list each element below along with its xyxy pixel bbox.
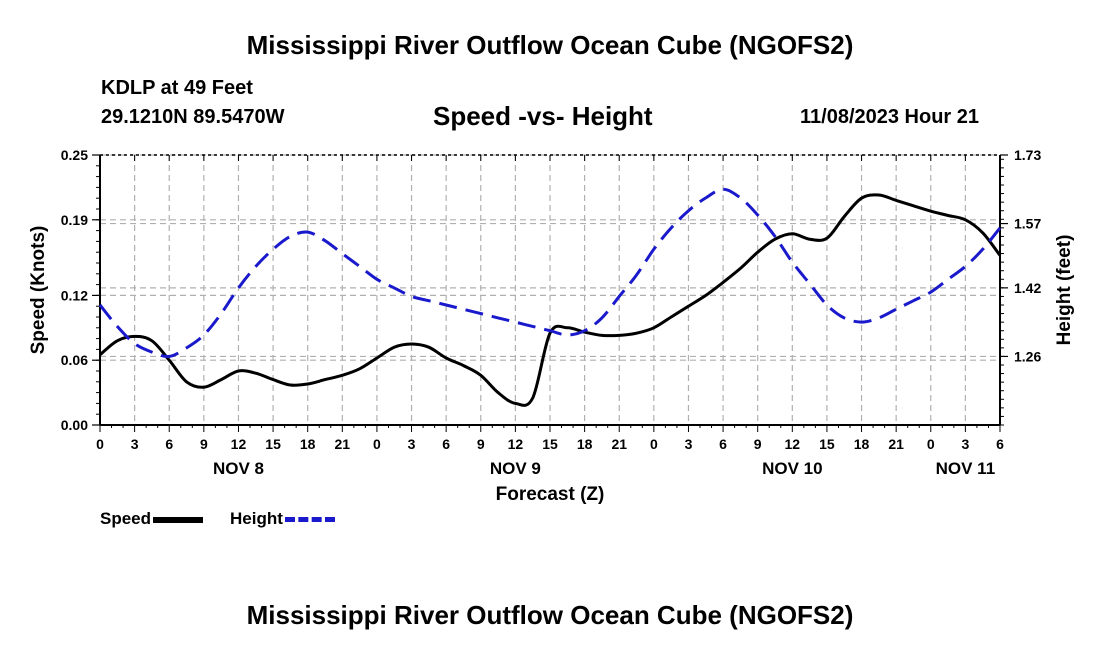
- x-tick-label: 0: [927, 436, 935, 452]
- legend-height: Height: [230, 509, 335, 529]
- y2-tick-label: 1.57: [1014, 216, 1041, 232]
- x-date-label: NOV 8: [213, 459, 264, 478]
- x-tick-label: 15: [542, 436, 558, 452]
- y-tick-label: 0.00: [61, 417, 88, 433]
- station-name: KDLP at 49 Feet: [101, 77, 253, 99]
- legend-speed: Speed: [100, 509, 204, 529]
- y-tick-label: 0.06: [61, 352, 88, 368]
- y2-tick-label: 1.73: [1014, 147, 1041, 163]
- y-tick-label: 0.25: [61, 147, 88, 163]
- x-tick-label: 15: [265, 436, 281, 452]
- x-tick-label: 18: [300, 436, 316, 452]
- x-tick-label: 15: [819, 436, 835, 452]
- y2-axis-title: Height (feet): [1054, 235, 1075, 346]
- x-tick-label: 0: [650, 436, 658, 452]
- y2-tick-label: 1.42: [1014, 280, 1041, 296]
- speed-series-line: [99, 193, 1002, 407]
- x-tick-label: 9: [200, 436, 208, 452]
- legend-speed-label: Speed: [100, 509, 152, 528]
- x-tick-label: 18: [854, 436, 870, 452]
- x-tick-label: 6: [719, 436, 727, 452]
- x-tick-label: 21: [611, 436, 627, 452]
- x-date-label: NOV 9: [490, 459, 541, 478]
- chart-subtitle: Speed -vs- Height: [433, 101, 653, 131]
- y-tick-label: 0.12: [61, 287, 88, 303]
- speed-height-chart: 0 3 6 9 12 15 18 21 0 3 6 9 12 15 18 21 0 3 6 9 12 15 18 21 0 3 6N…: [28, 147, 1075, 505]
- x-tick-label: 6: [442, 436, 450, 452]
- x-tick-label: 12: [508, 436, 524, 452]
- footer-title: Mississippi River Outflow Ocean Cube (NG…: [246, 600, 854, 630]
- x-tick-label: 0: [373, 436, 381, 452]
- legend-height-swatch: [284, 517, 335, 523]
- x-tick-label: 12: [231, 436, 247, 452]
- y2-tick-label: 1.26: [1014, 348, 1041, 364]
- x-tick-label: 3: [408, 436, 416, 452]
- issue-time: 11/08/2023 Hour 21: [800, 106, 980, 128]
- x-tick-label: 6: [165, 436, 173, 452]
- legend-height-label: Height: [230, 509, 283, 528]
- height-series-line: [98, 187, 1002, 359]
- x-tick-label: 9: [477, 436, 485, 452]
- y-tick-label: 0.19: [61, 212, 88, 228]
- x-tick-label: 3: [685, 436, 693, 452]
- y-axis-title: Speed (Knots): [28, 226, 49, 355]
- legend-speed-swatch: [153, 516, 204, 523]
- x-tick-label: 12: [785, 436, 801, 452]
- x-tick-label: 9: [754, 436, 762, 452]
- station-coordinates: 29.1210N 89.5470W: [101, 106, 285, 128]
- x-tick-label: 3: [961, 436, 969, 452]
- x-tick-label: 6: [996, 436, 1004, 452]
- page-title: Mississippi River Outflow Ocean Cube (NG…: [246, 30, 854, 60]
- x-tick-label: 0: [96, 436, 104, 452]
- x-date-label: NOV 11: [936, 459, 996, 478]
- x-date-label: NOV 10: [762, 459, 822, 478]
- x-tick-label: 18: [577, 436, 593, 452]
- x-tick-label: 3: [131, 436, 139, 452]
- x-tick-label: 21: [888, 436, 904, 452]
- x-tick-label: 21: [335, 436, 351, 452]
- x-axis-title: Forecast (Z): [496, 484, 605, 505]
